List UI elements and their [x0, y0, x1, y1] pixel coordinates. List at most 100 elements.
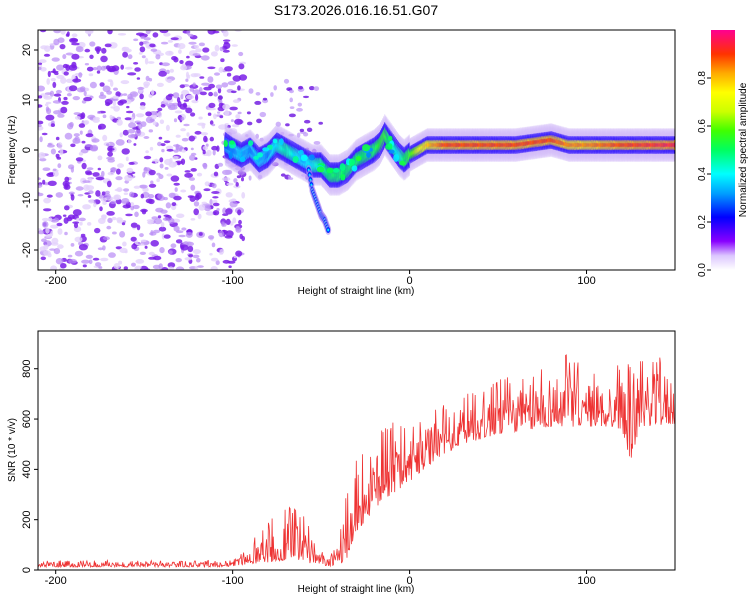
- noise-blob: [107, 217, 113, 224]
- ridge-knot: [223, 139, 228, 148]
- noise-blob: [50, 148, 57, 155]
- noise-blob: [96, 70, 101, 74]
- noise-blob: [226, 72, 232, 77]
- ridge-knot: [333, 168, 340, 173]
- ridge-knot: [292, 156, 299, 163]
- noise-blob: [213, 113, 217, 120]
- noise-blob: [285, 123, 290, 127]
- noise-blob: [159, 157, 164, 163]
- ridge-knot: [253, 155, 259, 160]
- noise-blob: [55, 136, 60, 141]
- noise-blob: [238, 219, 242, 225]
- noise-blob: [46, 108, 52, 115]
- noise-blob: [215, 84, 223, 89]
- noise-blob: [86, 167, 94, 171]
- noise-blob: [142, 171, 146, 178]
- noise-blob: [202, 149, 206, 155]
- noise-blob: [238, 74, 248, 81]
- noise-blob: [99, 206, 103, 212]
- noise-blob: [163, 234, 171, 239]
- noise-blob: [97, 111, 101, 114]
- noise-blob: [212, 199, 218, 204]
- noise-blob: [107, 151, 113, 157]
- noise-blob: [127, 139, 132, 144]
- noise-blob: [124, 117, 132, 121]
- spectrogram-x-tick-label: 100: [577, 275, 595, 287]
- noise-blob: [108, 42, 118, 49]
- noise-blob: [196, 257, 201, 263]
- noise-blob: [109, 114, 113, 120]
- noise-blob: [38, 85, 45, 92]
- noise-blob: [303, 95, 309, 99]
- noise-blob: [238, 63, 245, 70]
- noise-blob: [68, 191, 75, 195]
- noise-blob: [222, 103, 231, 110]
- noise-blob: [138, 52, 143, 55]
- noise-blob: [57, 244, 64, 249]
- noise-blob: [203, 188, 211, 192]
- ridge-knot: [340, 174, 346, 181]
- noise-blob: [160, 143, 166, 147]
- noise-blob: [145, 111, 152, 117]
- noise-blob: [210, 51, 218, 57]
- noise-blob: [192, 82, 196, 87]
- noise-blob: [158, 174, 164, 180]
- noise-blob: [38, 126, 44, 131]
- noise-blob: [162, 217, 170, 221]
- noise-blob: [248, 175, 252, 181]
- noise-blob: [173, 144, 181, 147]
- noise-blob: [197, 122, 206, 126]
- noise-blob: [177, 43, 186, 50]
- noise-blob: [221, 82, 229, 88]
- noise-blob: [195, 94, 199, 101]
- noise-blob: [273, 85, 278, 91]
- noise-blob: [50, 242, 59, 246]
- noise-blob: [140, 36, 145, 39]
- noise-blob: [82, 264, 87, 268]
- noise-blob: [181, 227, 187, 231]
- noise-blob: [53, 170, 59, 177]
- noise-blob: [237, 85, 241, 91]
- noise-blob: [129, 91, 139, 97]
- noise-blob: [139, 93, 144, 100]
- noise-blob: [217, 95, 223, 100]
- noise-blob: [185, 231, 193, 238]
- noise-blob: [173, 149, 179, 153]
- noise-blob: [153, 218, 163, 225]
- noise-blob: [89, 41, 96, 47]
- noise-blob: [218, 230, 225, 238]
- noise-blob: [184, 257, 193, 261]
- noise-blob: [72, 137, 81, 144]
- noise-blob: [89, 54, 94, 59]
- noise-blob: [163, 32, 171, 37]
- noise-blob: [41, 217, 50, 222]
- noise-blob: [288, 113, 296, 118]
- noise-blob: [219, 46, 224, 52]
- noise-blob: [47, 217, 53, 222]
- noise-blob: [116, 168, 121, 175]
- noise-blob: [70, 38, 78, 42]
- noise-blob: [46, 78, 50, 85]
- noise-blob: [49, 248, 56, 251]
- noise-blob: [82, 204, 91, 210]
- noise-blob: [38, 95, 43, 99]
- noise-blob: [157, 111, 162, 118]
- noise-blob: [235, 182, 239, 187]
- noise-blob: [123, 266, 128, 270]
- noise-blob: [167, 39, 174, 43]
- noise-blob: [56, 156, 62, 160]
- noise-blob: [113, 194, 122, 201]
- noise-blob: [193, 201, 200, 207]
- noise-blob: [130, 222, 138, 228]
- noise-blob: [104, 43, 112, 48]
- noise-blob: [119, 231, 126, 238]
- noise-blob: [195, 192, 202, 200]
- noise-blob: [188, 254, 194, 258]
- noise-blob: [211, 183, 217, 189]
- noise-blob: [143, 155, 152, 160]
- noise-blob: [100, 65, 106, 71]
- noise-blob: [107, 171, 115, 176]
- noise-blob: [128, 122, 136, 129]
- noise-blob: [229, 106, 238, 111]
